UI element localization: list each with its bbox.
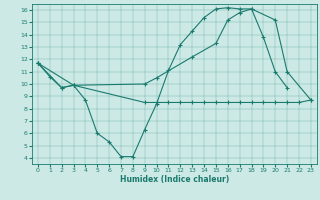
X-axis label: Humidex (Indice chaleur): Humidex (Indice chaleur): [120, 175, 229, 184]
